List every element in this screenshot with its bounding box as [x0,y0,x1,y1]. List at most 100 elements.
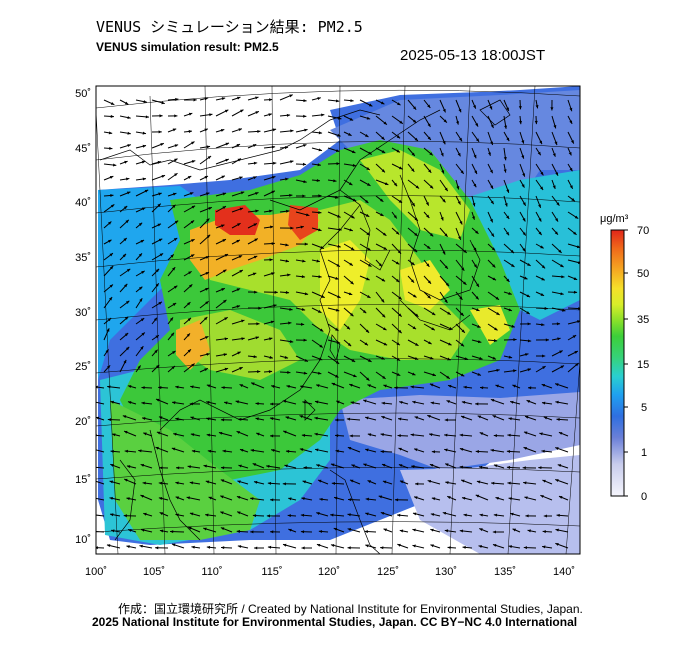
wind-arrow-head [188,112,193,116]
wind-arrow-head [108,239,112,243]
wind-arrow-head [395,278,400,283]
wind-arrow-head [523,546,527,550]
lat-axis: 50˚ 45˚ 40˚ 35˚ 30˚ 25˚ 20˚ 15˚ 10˚ [75,88,91,546]
wind-arrow-head [289,307,293,311]
wind-arrow-head [175,513,179,517]
wind-arrow-head [155,268,160,273]
wind-arrow-head [506,137,510,142]
wind-arrow-head [138,253,143,257]
wind-arrow-head [96,448,97,449]
wind-arrow-head [206,433,211,437]
wind-arrow-head [173,238,178,241]
wind-arrow-head [207,155,212,160]
wind-arrow-head [172,128,177,132]
wind-arrow-head [316,543,321,547]
wind-arrow-head [555,447,559,451]
wind-arrow-head [524,276,528,280]
wind-arrow-head [384,182,389,186]
wind-arrow-head [330,543,335,547]
wind-arrow-head [335,418,339,422]
wind-arrow-head [545,338,549,342]
wind-arrow-head [575,363,579,367]
wind-arrow-head [187,349,191,353]
wind-arrow-head [574,215,579,219]
wind-arrow-head [109,284,113,288]
wind-arrow-head [489,106,493,110]
wind-arrow-head [394,386,398,390]
wind-arrow-head [447,496,451,499]
wind-arrow-head [410,385,414,389]
wind-arrow-head [204,368,208,372]
wind-arrow-head [288,321,292,325]
wind-arrow-head [475,450,479,454]
lon-label: 130˚ [435,566,457,578]
wind-arrow-head [92,513,95,516]
wind-arrow-head [493,464,498,468]
wind-arrow-head [445,481,449,485]
wind-arrow-head [476,480,481,484]
wind-arrow-head [544,306,548,310]
wind-arrow-head [109,496,113,500]
wind-arrow-head [542,366,546,370]
wind-arrow-head [189,512,194,516]
wind-arrow-head [413,294,417,298]
wind-arrow-head [110,400,114,404]
wind-arrow-head [431,312,436,316]
wind-arrow-head [112,433,116,437]
wind-arrow-head [240,191,245,195]
wind-arrow-head [411,152,415,156]
wind-arrow-head [523,431,528,435]
wind-arrow-head [124,283,128,288]
wind-arrow-head [125,300,130,304]
wind-arrow-head [574,351,578,354]
wind-arrow-head [398,447,402,451]
wind-arrow-head [250,448,254,452]
wind-arrow-head [335,327,339,331]
wind-arrow-head [538,466,542,470]
wind-arrow-head [399,400,403,404]
wind-arrow-head [521,140,525,144]
wind-arrow-head [442,511,447,515]
wind-arrow-head [496,368,500,372]
wind-arrow-head [288,497,292,501]
wind-arrow-head [335,434,339,438]
wind-arrow-head [457,152,461,157]
wind-arrow-head [491,233,495,237]
wind-arrow-head [290,160,294,164]
wind-arrow-head [383,246,387,250]
wind-arrow-head [255,417,259,421]
wind-arrow-head [415,313,419,317]
wind-arrow-head [336,162,340,166]
colorbar-tick: 35 [637,314,649,326]
wind-arrow-head [478,545,482,548]
wind-arrow-head [286,384,290,388]
wind-arrow-head [493,339,498,343]
wind-arrow-head [346,417,351,421]
wind-arrow-head [524,496,528,500]
wind-arrow-head [475,230,479,234]
wind-arrow-head [396,372,401,376]
wind-arrow-head [522,466,526,470]
wind-arrow-head [287,370,291,374]
wind-arrow-head [336,400,340,404]
wind-arrow-head [110,194,114,198]
wind-arrow-head [557,337,561,341]
wind-arrow-head [362,309,367,314]
wind-arrow-head [365,512,369,516]
pm25-field-red-2 [288,205,318,240]
wind-arrow-head [365,199,369,204]
wind-arrow-head [348,182,353,186]
wind-arrow-head [350,312,354,317]
wind-arrow-head [186,496,190,500]
lon-label: 120˚ [318,566,340,578]
wind-arrow-head [505,231,510,236]
wind-arrow-head [447,546,451,550]
wind-arrow-head [253,223,257,227]
wind-arrow-head [349,434,353,438]
wind-arrow-head [442,251,446,255]
wind-arrow-head [158,481,163,485]
wind-arrow-head [508,291,512,295]
wind-arrow-head [554,231,558,235]
wind-arrow-head [91,466,94,469]
wind-arrow-head [527,386,532,390]
